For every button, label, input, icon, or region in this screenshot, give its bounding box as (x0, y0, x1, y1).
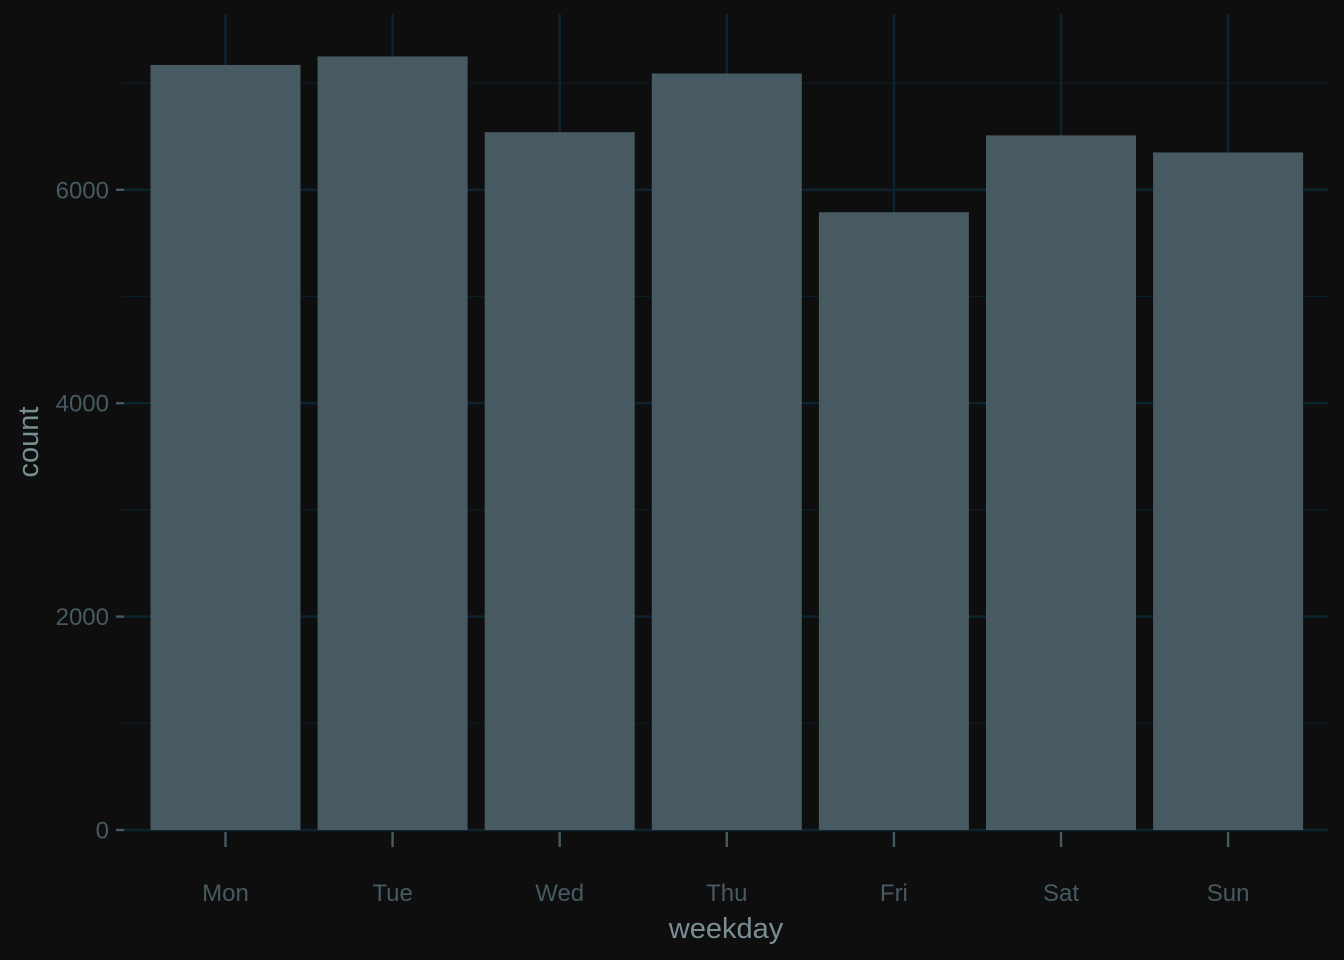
x-tick-label: Thu (706, 880, 747, 907)
y-tick-label: 6000 (56, 177, 109, 204)
y-tick-label: 4000 (56, 391, 109, 418)
x-axis: Mon Tue Wed Thu Fri Sat Sun (202, 832, 1249, 907)
y-axis-title: count (13, 407, 45, 478)
x-tick-label: Tue (372, 880, 412, 907)
bar-sun (1153, 152, 1304, 830)
bar-tue (317, 56, 468, 831)
bar-fri (818, 212, 969, 830)
bar-wed (484, 132, 635, 830)
x-tick-label: Sat (1043, 880, 1079, 907)
x-tick-label: Fri (880, 880, 908, 907)
bars-group (150, 56, 1304, 831)
x-tick-label: Sun (1207, 880, 1250, 907)
bar-mon (150, 64, 301, 830)
y-tick-label: 0 (96, 818, 109, 845)
y-tick-label: 2000 (56, 604, 109, 631)
bar-thu (651, 73, 802, 830)
bar-sat (986, 135, 1136, 830)
x-axis-title: weekday (668, 913, 784, 945)
x-tick-label: Mon (202, 880, 249, 907)
y-axis: 0 2000 4000 6000 (56, 177, 124, 845)
x-tick-label: Wed (535, 880, 584, 907)
